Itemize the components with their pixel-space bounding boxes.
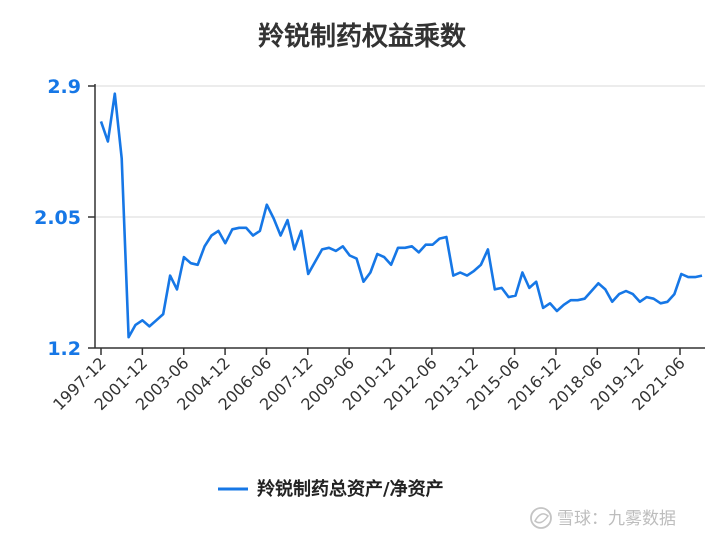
y-tick-label: 2.05 — [34, 207, 81, 229]
y-tick-label: 1.2 — [47, 338, 81, 360]
chart-title: 羚锐制药权益乘数 — [258, 21, 467, 52]
legend[interactable]: 羚锐制药总资产/净资产 — [218, 478, 444, 500]
legend-label: 羚锐制药总资产/净资产 — [257, 478, 444, 500]
x-axis: 1997-122001-122003-062004-122006-062007-… — [49, 84, 705, 414]
series-layer — [99, 92, 703, 339]
snowball-logo-icon — [530, 507, 552, 529]
y-tick-label: 2.9 — [47, 76, 81, 98]
watermark: 雪球：九雾数据 — [530, 507, 676, 529]
y-axis-ticks: 1.2 2.05 2.9 — [34, 76, 95, 360]
grid — [95, 85, 705, 218]
snowball-logo-swirl — [534, 513, 550, 524]
series-line — [99, 92, 703, 339]
watermark-text: 雪球：九雾数据 — [557, 509, 676, 529]
